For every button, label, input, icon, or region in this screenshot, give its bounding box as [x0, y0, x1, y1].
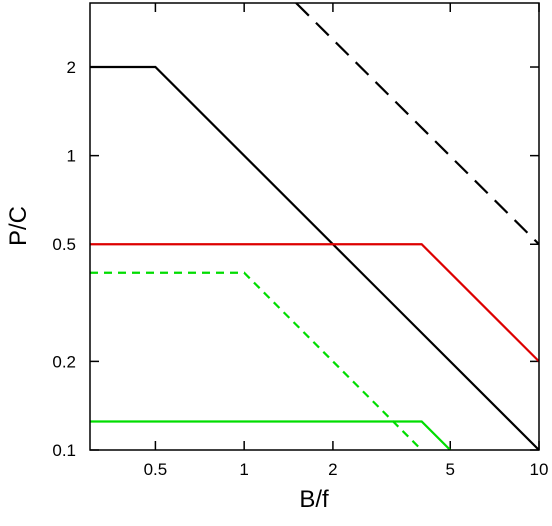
series-line-red-solid — [90, 243, 539, 363]
series-line-green-dashed — [90, 271, 423, 450]
x-axis-ticks: 0.5 1 2 5 10 — [144, 3, 549, 479]
y-tick-label-2: 0.5 — [52, 235, 76, 254]
y-tick-label-3: 1 — [67, 147, 76, 166]
series-line-green-solid — [90, 420, 452, 450]
x-tick-label-3: 5 — [446, 460, 455, 479]
y-axis-ticks: 0.1 0.2 0.5 1 2 — [52, 58, 539, 460]
y-tick-label-1: 0.2 — [52, 352, 76, 371]
series-line-black-dashed — [295, 3, 539, 246]
y-axis-label: P/C — [5, 206, 32, 246]
x-tick-label-0: 0.5 — [144, 460, 168, 479]
plot-frame — [89, 2, 540, 451]
x-tick-label-2: 2 — [328, 460, 337, 479]
series-layer — [90, 3, 539, 450]
y-tick-label-4: 2 — [67, 58, 76, 77]
x-tick-label-4: 10 — [530, 460, 549, 479]
x-axis-label: B/f — [299, 486, 329, 513]
series-line-black-solid — [90, 65, 539, 450]
x-tick-label-1: 1 — [239, 460, 248, 479]
y-tick-label-0: 0.1 — [52, 441, 76, 460]
